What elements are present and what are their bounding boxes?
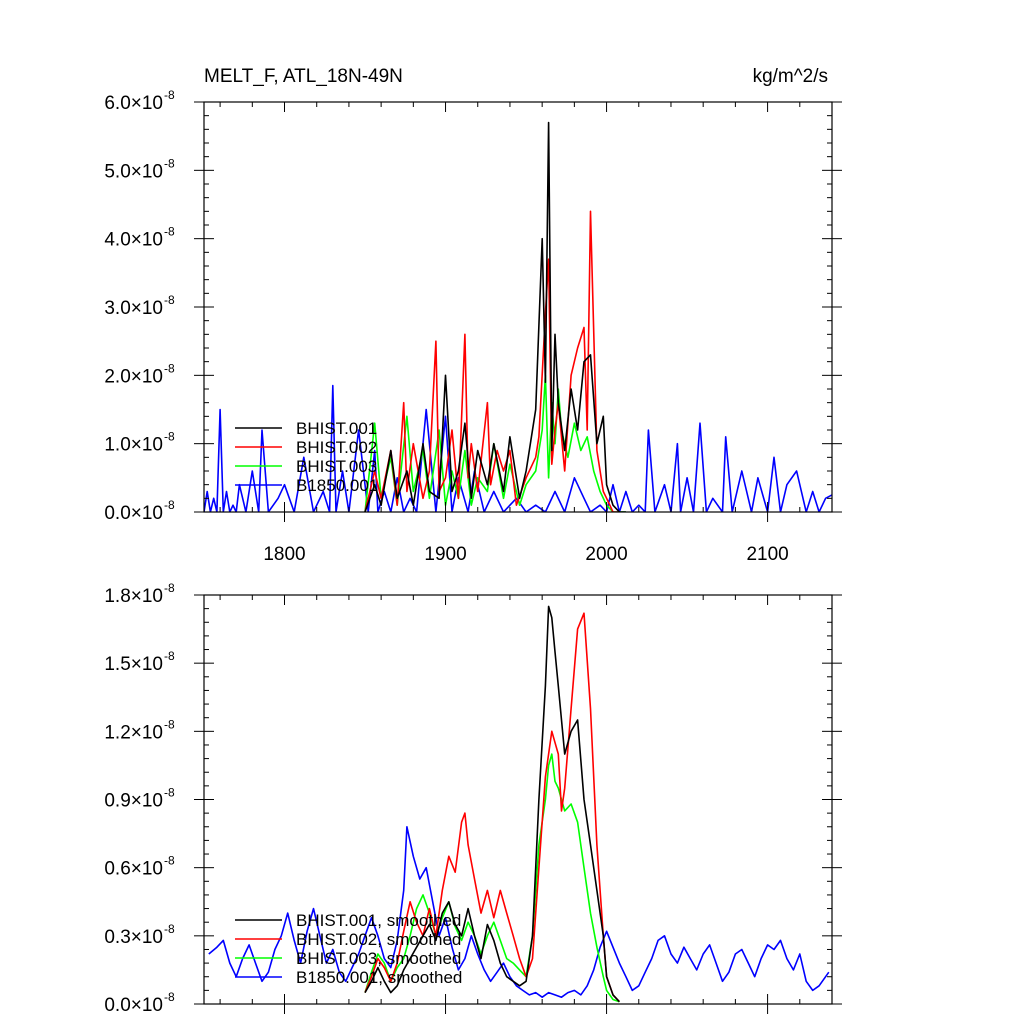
y-tick-exponent: -8: [164, 430, 175, 444]
series-group: [208, 605, 830, 1003]
y-tick-exponent: -8: [164, 293, 175, 307]
x-tick-label: 1900: [424, 544, 466, 565]
series-line-3: [364, 121, 626, 512]
panel-bottom: 0.0×10 -80.3×10 -80.6×10 -80.9×10 -81.2×10 -8…: [104, 581, 842, 1016]
series-line-0: [208, 825, 830, 999]
y-tick-exponent: -8: [164, 156, 175, 170]
y-tick-exponent: -8: [164, 498, 175, 512]
legend-label: BHIST.003, smoothed: [296, 949, 461, 968]
y-tick-label: 0.0×10: [104, 503, 163, 524]
y-tick-label: 0.0×10: [104, 995, 163, 1016]
y-tick-exponent: -8: [164, 922, 175, 936]
y-tick-exponent: -8: [164, 990, 175, 1004]
legend-label: BHIST.001: [296, 419, 377, 438]
y-tick-exponent: -8: [164, 786, 175, 800]
legend-label: BHIST.002: [296, 438, 377, 457]
x-tick-label: 1800: [263, 544, 305, 565]
y-tick-label: 5.0×10: [104, 161, 163, 182]
series-line-2: [364, 210, 620, 512]
y-tick-label: 1.5×10: [104, 654, 163, 675]
y-tick-label: 6.0×10: [104, 93, 163, 114]
y-tick-exponent: -8: [164, 649, 175, 663]
figure-title: MELT_F, ATL_18N-49N: [204, 66, 403, 87]
y-tick-label: 0.3×10: [104, 927, 163, 948]
y-tick-exponent: -8: [164, 88, 175, 102]
x-tick-label: 2000: [585, 544, 627, 565]
y-tick-exponent: -8: [164, 854, 175, 868]
y-tick-exponent: -8: [164, 361, 175, 375]
y-tick-label: 3.0×10: [104, 298, 163, 319]
legend-label: BHIST.002, smoothed: [296, 930, 461, 949]
x-tick-label: 2100: [746, 544, 788, 565]
series-line-0: [204, 384, 832, 512]
legend-label: B1850.001: [296, 476, 378, 495]
y-tick-label: 1.0×10: [104, 435, 163, 456]
y-tick-exponent: -8: [164, 581, 175, 595]
series-line-2: [364, 612, 620, 1003]
y-tick-exponent: -8: [164, 717, 175, 731]
legend-label: BHIST.003: [296, 457, 377, 476]
legend-label: BHIST.001, smoothed: [296, 911, 461, 930]
series-line-3: [364, 605, 620, 1003]
legend-label: B1850.001, smoothed: [296, 968, 462, 987]
y-tick-exponent: -8: [164, 225, 175, 239]
y-tick-label: 0.6×10: [104, 859, 163, 880]
series-line-1: [364, 753, 620, 1003]
series-group: [204, 121, 832, 512]
y-tick-label: 1.8×10: [104, 586, 163, 607]
y-tick-label: 2.0×10: [104, 366, 163, 387]
y-tick-label: 1.2×10: [104, 722, 163, 743]
figure-units: kg/m^2/s: [753, 66, 828, 87]
y-tick-label: 4.0×10: [104, 230, 163, 251]
y-tick-label: 0.9×10: [104, 791, 163, 812]
